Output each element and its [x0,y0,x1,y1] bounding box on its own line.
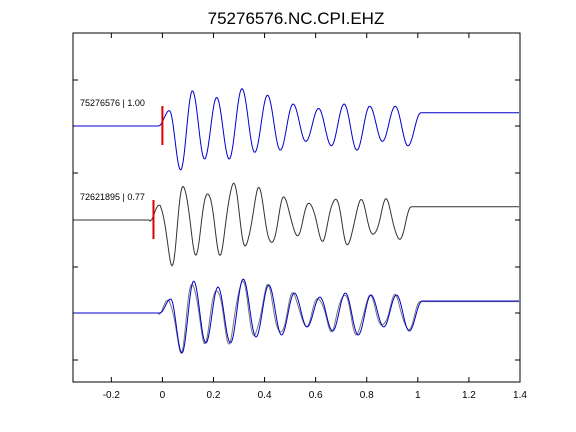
x-tick-label: 0.4 [258,390,272,401]
x-tick-label: 1 [415,390,421,401]
chart-title: 75276576.NC.CPI.EHZ [208,9,385,28]
x-tick-label: 1.4 [513,390,527,401]
overlay-trace-primary [74,278,519,354]
trace-primary [74,87,519,171]
x-tick-label: 0.8 [360,390,374,401]
x-tick-label: 1.2 [462,390,476,401]
plot-frame [72,32,521,383]
trace-group [74,87,519,354]
x-axis-ticks: -0.2 0 0.2 0.4 0.6 0.8 1 1.2 1.4 [103,33,527,401]
x-tick-label: 0 [160,390,166,401]
x-tick-label: -0.2 [103,390,121,401]
y-axis-ticks [73,79,520,361]
x-tick-label: 0.6 [309,390,323,401]
trace-label-primary: 75276576 | 1.00 [80,98,145,108]
overlay-trace-secondary [74,280,519,354]
trace-label-secondary: 72621895 | 0.77 [80,192,145,202]
x-tick-label: 0.2 [207,390,221,401]
trace-secondary [74,182,519,267]
